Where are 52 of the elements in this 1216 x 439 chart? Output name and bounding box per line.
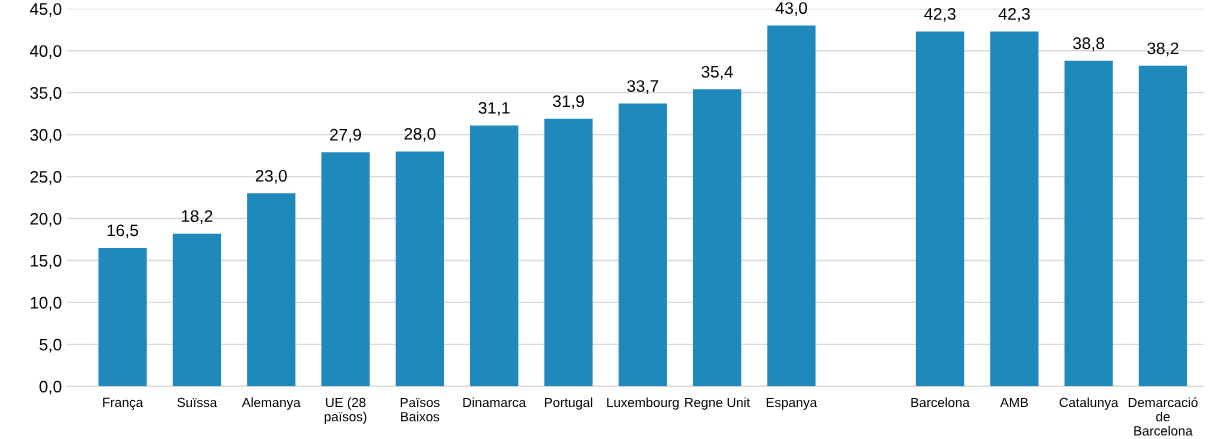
y-tick-label: 10,0 [30,296,62,311]
y-tick-label: 40,0 [29,45,62,59]
data-label: 31,1 [478,101,510,116]
bar [767,25,816,387]
bar [172,233,222,387]
x-tick-label: Regne Unit [685,397,751,410]
y-tick-label: 0,0 [39,380,62,395]
bar [321,152,370,387]
data-label: 31,9 [552,95,584,110]
x-tick-label: Països Baixos [400,397,440,422]
y-tick-label: 30,0 [30,129,62,143]
x-tick-label: Catalunya [1059,397,1119,410]
y-tick-label: 5,0 [39,338,62,353]
bar [990,31,1039,387]
y-tick-label: 25,0 [30,170,62,185]
bar [470,125,519,387]
data-label: 43,0 [775,2,807,16]
data-label: 23,0 [255,169,287,184]
bar [915,31,965,387]
data-label: 28,0 [404,127,436,142]
x-tick-label: Portugal [544,397,593,410]
bar [544,118,593,387]
x-tick-label: Demarcació de Barcelona [1128,397,1198,436]
y-tick-label: 35,0 [30,87,62,101]
data-label: 27,9 [330,128,361,143]
y-tick-label: 15,0 [30,254,62,269]
data-label: 18,2 [181,210,213,224]
x-tick-label: Suïssa [177,397,218,408]
x-tick-label: Alemanya [241,397,301,410]
x-tick-label: Barcelona [911,397,970,408]
data-label: 42,3 [998,8,1030,22]
data-label: 38,8 [1073,37,1105,52]
bar [1138,65,1188,387]
data-label: 38,2 [1147,42,1179,57]
bar [98,247,147,387]
bar [247,193,296,387]
x-tick-label: França [103,397,144,410]
data-label: 35,4 [701,65,733,80]
bar [1064,60,1113,387]
x-tick-label: UE (28 països) [324,397,367,424]
data-label: 16,5 [107,224,139,239]
x-tick-label: AMB [1000,397,1028,407]
data-label: 33,7 [627,80,659,94]
y-tick-label: 20,0 [30,212,62,227]
bar [395,151,445,387]
y-tick-label: 45,0 [29,3,62,17]
x-tick-label: Luxembourg [607,397,679,410]
data-label: 42,3 [924,8,956,22]
bar [692,89,742,387]
x-tick-label: Espanya [766,397,818,410]
x-tick-label: Dinamarca [463,397,527,408]
bar [618,103,667,387]
